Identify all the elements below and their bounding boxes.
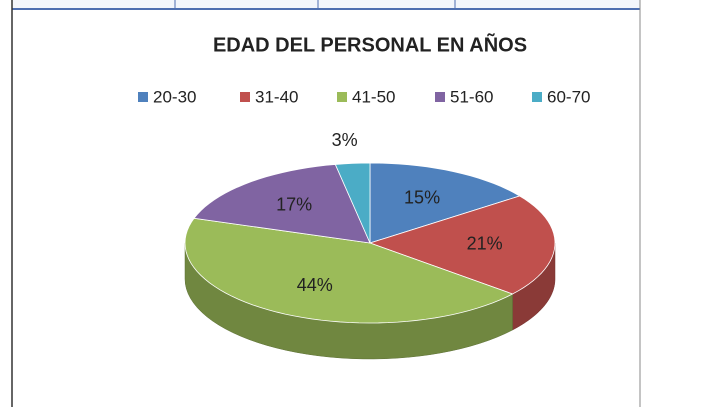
data-label: 3% <box>332 130 358 150</box>
data-label: 15% <box>404 188 440 208</box>
legend-swatch <box>138 92 148 102</box>
pie-slice <box>368 195 556 295</box>
legend-label: 31-40 <box>255 87 298 106</box>
legend-swatch <box>435 92 445 102</box>
sheet-row <box>12 0 640 9</box>
legend-label: 60-70 <box>547 87 590 106</box>
legend-label: 41-50 <box>352 87 395 106</box>
pie-slice <box>334 162 371 244</box>
chart-title: EDAD DEL PERSONAL EN AÑOS <box>213 33 527 56</box>
pie-slice <box>369 162 521 244</box>
data-label: 44% <box>297 275 333 295</box>
pie-slice <box>184 217 514 324</box>
legend-swatch <box>240 92 250 102</box>
legend-swatch <box>532 92 542 102</box>
legend-swatch <box>337 92 347 102</box>
data-label: 17% <box>276 195 312 215</box>
legend-label: 51-60 <box>450 87 493 106</box>
pie-slice <box>193 163 371 244</box>
legend-label: 20-30 <box>153 87 196 106</box>
data-label: 21% <box>467 233 503 253</box>
